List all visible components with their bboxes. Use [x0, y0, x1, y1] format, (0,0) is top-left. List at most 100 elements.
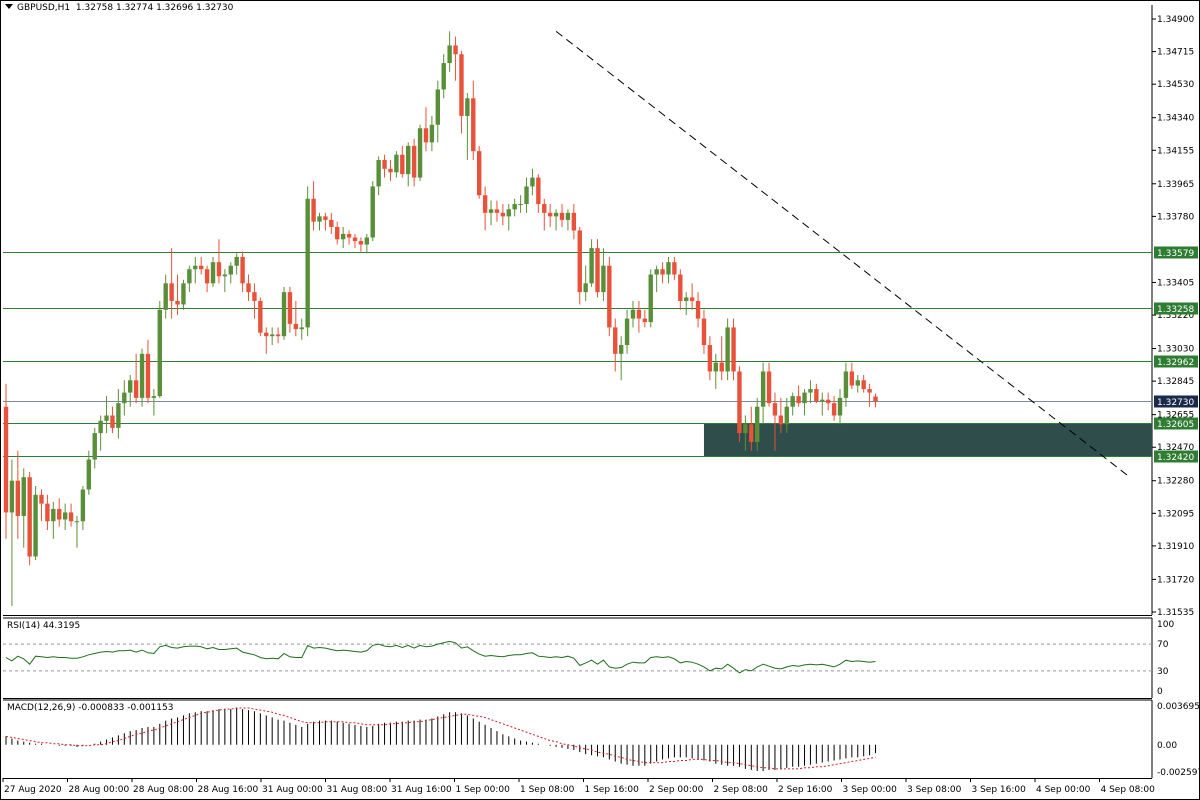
bear-candle — [707, 345, 713, 372]
current-price-label: 1.32730 — [1157, 398, 1194, 408]
price-tick-label: 1.33220 — [1157, 311, 1194, 321]
bull-candle — [305, 198, 310, 328]
bull-candle — [589, 248, 594, 284]
price-tick-label: 1.31535 — [1157, 608, 1194, 618]
price-tick-label: 1.34530 — [1157, 80, 1194, 90]
bull-candle — [417, 128, 423, 178]
bear-candle — [400, 154, 405, 175]
level-tag-label: 1.32962 — [1157, 358, 1194, 368]
bear-candle — [482, 195, 488, 213]
rsi-header: RSI(14) 44.3195 — [7, 621, 81, 631]
bull-candle — [74, 521, 80, 523]
bull-candle — [802, 392, 807, 404]
bear-candle — [3, 406, 9, 513]
time-axis: 27 Aug 2020 28 Aug 00:00 28 Aug 08:00 28 Au… — [2, 778, 1155, 795]
bull-candle — [666, 262, 671, 275]
bear-candle — [459, 54, 464, 116]
dropdown-triangle-icon[interactable] — [5, 4, 13, 9]
bull-candle — [163, 283, 168, 310]
trendline — [555, 30, 1131, 478]
level-tag — [1154, 355, 1198, 368]
bear-candle — [346, 233, 352, 238]
level-tag-label: 1.33258 — [1157, 305, 1194, 315]
bull-candle — [601, 265, 606, 293]
bull-candle — [157, 309, 162, 397]
price-tick-label: 1.32280 — [1157, 477, 1194, 487]
price-tick-label: 1.34340 — [1157, 114, 1194, 124]
bull-candle — [151, 396, 157, 398]
time-tick-label: 31 Aug 16:00 — [391, 785, 452, 795]
demand-zone — [703, 423, 1152, 457]
level-tag-label: 1.32605 — [1157, 420, 1194, 430]
bull-candle — [784, 406, 789, 425]
time-tick-label: 31 Aug 08:00 — [327, 785, 388, 795]
macd-axis-label: -0.002597 — [1157, 768, 1200, 778]
bear-candle — [293, 323, 299, 330]
bear-candle — [701, 318, 707, 346]
bull-candle — [394, 154, 399, 173]
bull-candle — [86, 459, 92, 490]
rsi-axis-label: 0 — [1157, 687, 1163, 697]
bear-candle — [861, 380, 866, 390]
level-tag-label: 1.32420 — [1157, 453, 1194, 463]
bear-candle — [849, 371, 855, 386]
price-tick-label: 1.33965 — [1157, 180, 1194, 190]
bull-candle — [406, 145, 411, 175]
bear-candle — [867, 389, 872, 393]
bear-candle — [45, 503, 50, 522]
bear-candle — [672, 262, 677, 275]
bull-candle — [583, 283, 588, 293]
bull-candle — [370, 186, 375, 238]
bull-candle — [713, 362, 718, 372]
bear-candle — [749, 424, 754, 442]
bear-candle — [240, 256, 245, 284]
bear-candle — [411, 145, 417, 178]
bear-candle — [216, 262, 222, 277]
time-tick-label: 4 Sep 00:00 — [1036, 785, 1091, 795]
bull-candle — [33, 494, 38, 557]
level-tag — [1154, 246, 1198, 259]
time-tick-label: 2 Sep 00:00 — [649, 785, 704, 795]
bull-candle — [618, 345, 624, 354]
bear-candle — [737, 371, 742, 434]
bear-candle — [264, 332, 269, 337]
price-tick-label: 1.33780 — [1157, 212, 1194, 222]
bull-candle — [565, 212, 571, 220]
time-tick-label: 3 Sep 16:00 — [972, 785, 1027, 795]
bull-candle — [222, 274, 228, 277]
bear-candle — [636, 309, 642, 319]
bear-candle — [825, 399, 831, 404]
bear-candle — [471, 98, 476, 152]
bull-candle — [837, 397, 843, 416]
bear-candle — [358, 241, 364, 245]
rsi-line — [5, 640, 876, 674]
bear-candle — [287, 292, 293, 324]
price-tick-label: 1.31910 — [1157, 542, 1194, 552]
bull-candle — [234, 256, 239, 266]
bull-candle — [624, 318, 630, 346]
bear-candle — [258, 300, 263, 333]
current-price-tag — [1154, 395, 1198, 408]
rsi-axis-label: 70 — [1157, 640, 1169, 650]
bear-candle — [719, 362, 724, 372]
price-tick-label: 1.31720 — [1157, 575, 1194, 585]
macd-pane: 0.003695 0.00 -0.002597 — [3, 699, 1200, 779]
bull-candle — [9, 480, 15, 513]
bear-candle — [536, 177, 541, 205]
bear-candle — [204, 269, 210, 284]
bull-candle — [92, 433, 97, 460]
time-tick-label: 1 Sep 16:00 — [585, 785, 640, 795]
bear-candle — [169, 283, 174, 301]
bull-candle — [299, 327, 304, 330]
bear-candle — [500, 212, 506, 217]
price-tick-label: 1.33030 — [1157, 345, 1194, 355]
symbol-header[interactable]: GBPUSD,H1 1.32758 1.32774 1.32696 1.3273… — [5, 3, 233, 13]
time-tick-label: 2 Sep 08:00 — [714, 785, 769, 795]
bear-candle — [335, 226, 340, 240]
bull-candle — [648, 274, 653, 323]
bull-candle — [530, 177, 535, 187]
price-tick-label: 1.32470 — [1157, 443, 1194, 453]
ohlc-values: 1.32758 1.32774 1.32696 1.32730 — [75, 3, 234, 13]
bull-candle — [465, 98, 470, 116]
